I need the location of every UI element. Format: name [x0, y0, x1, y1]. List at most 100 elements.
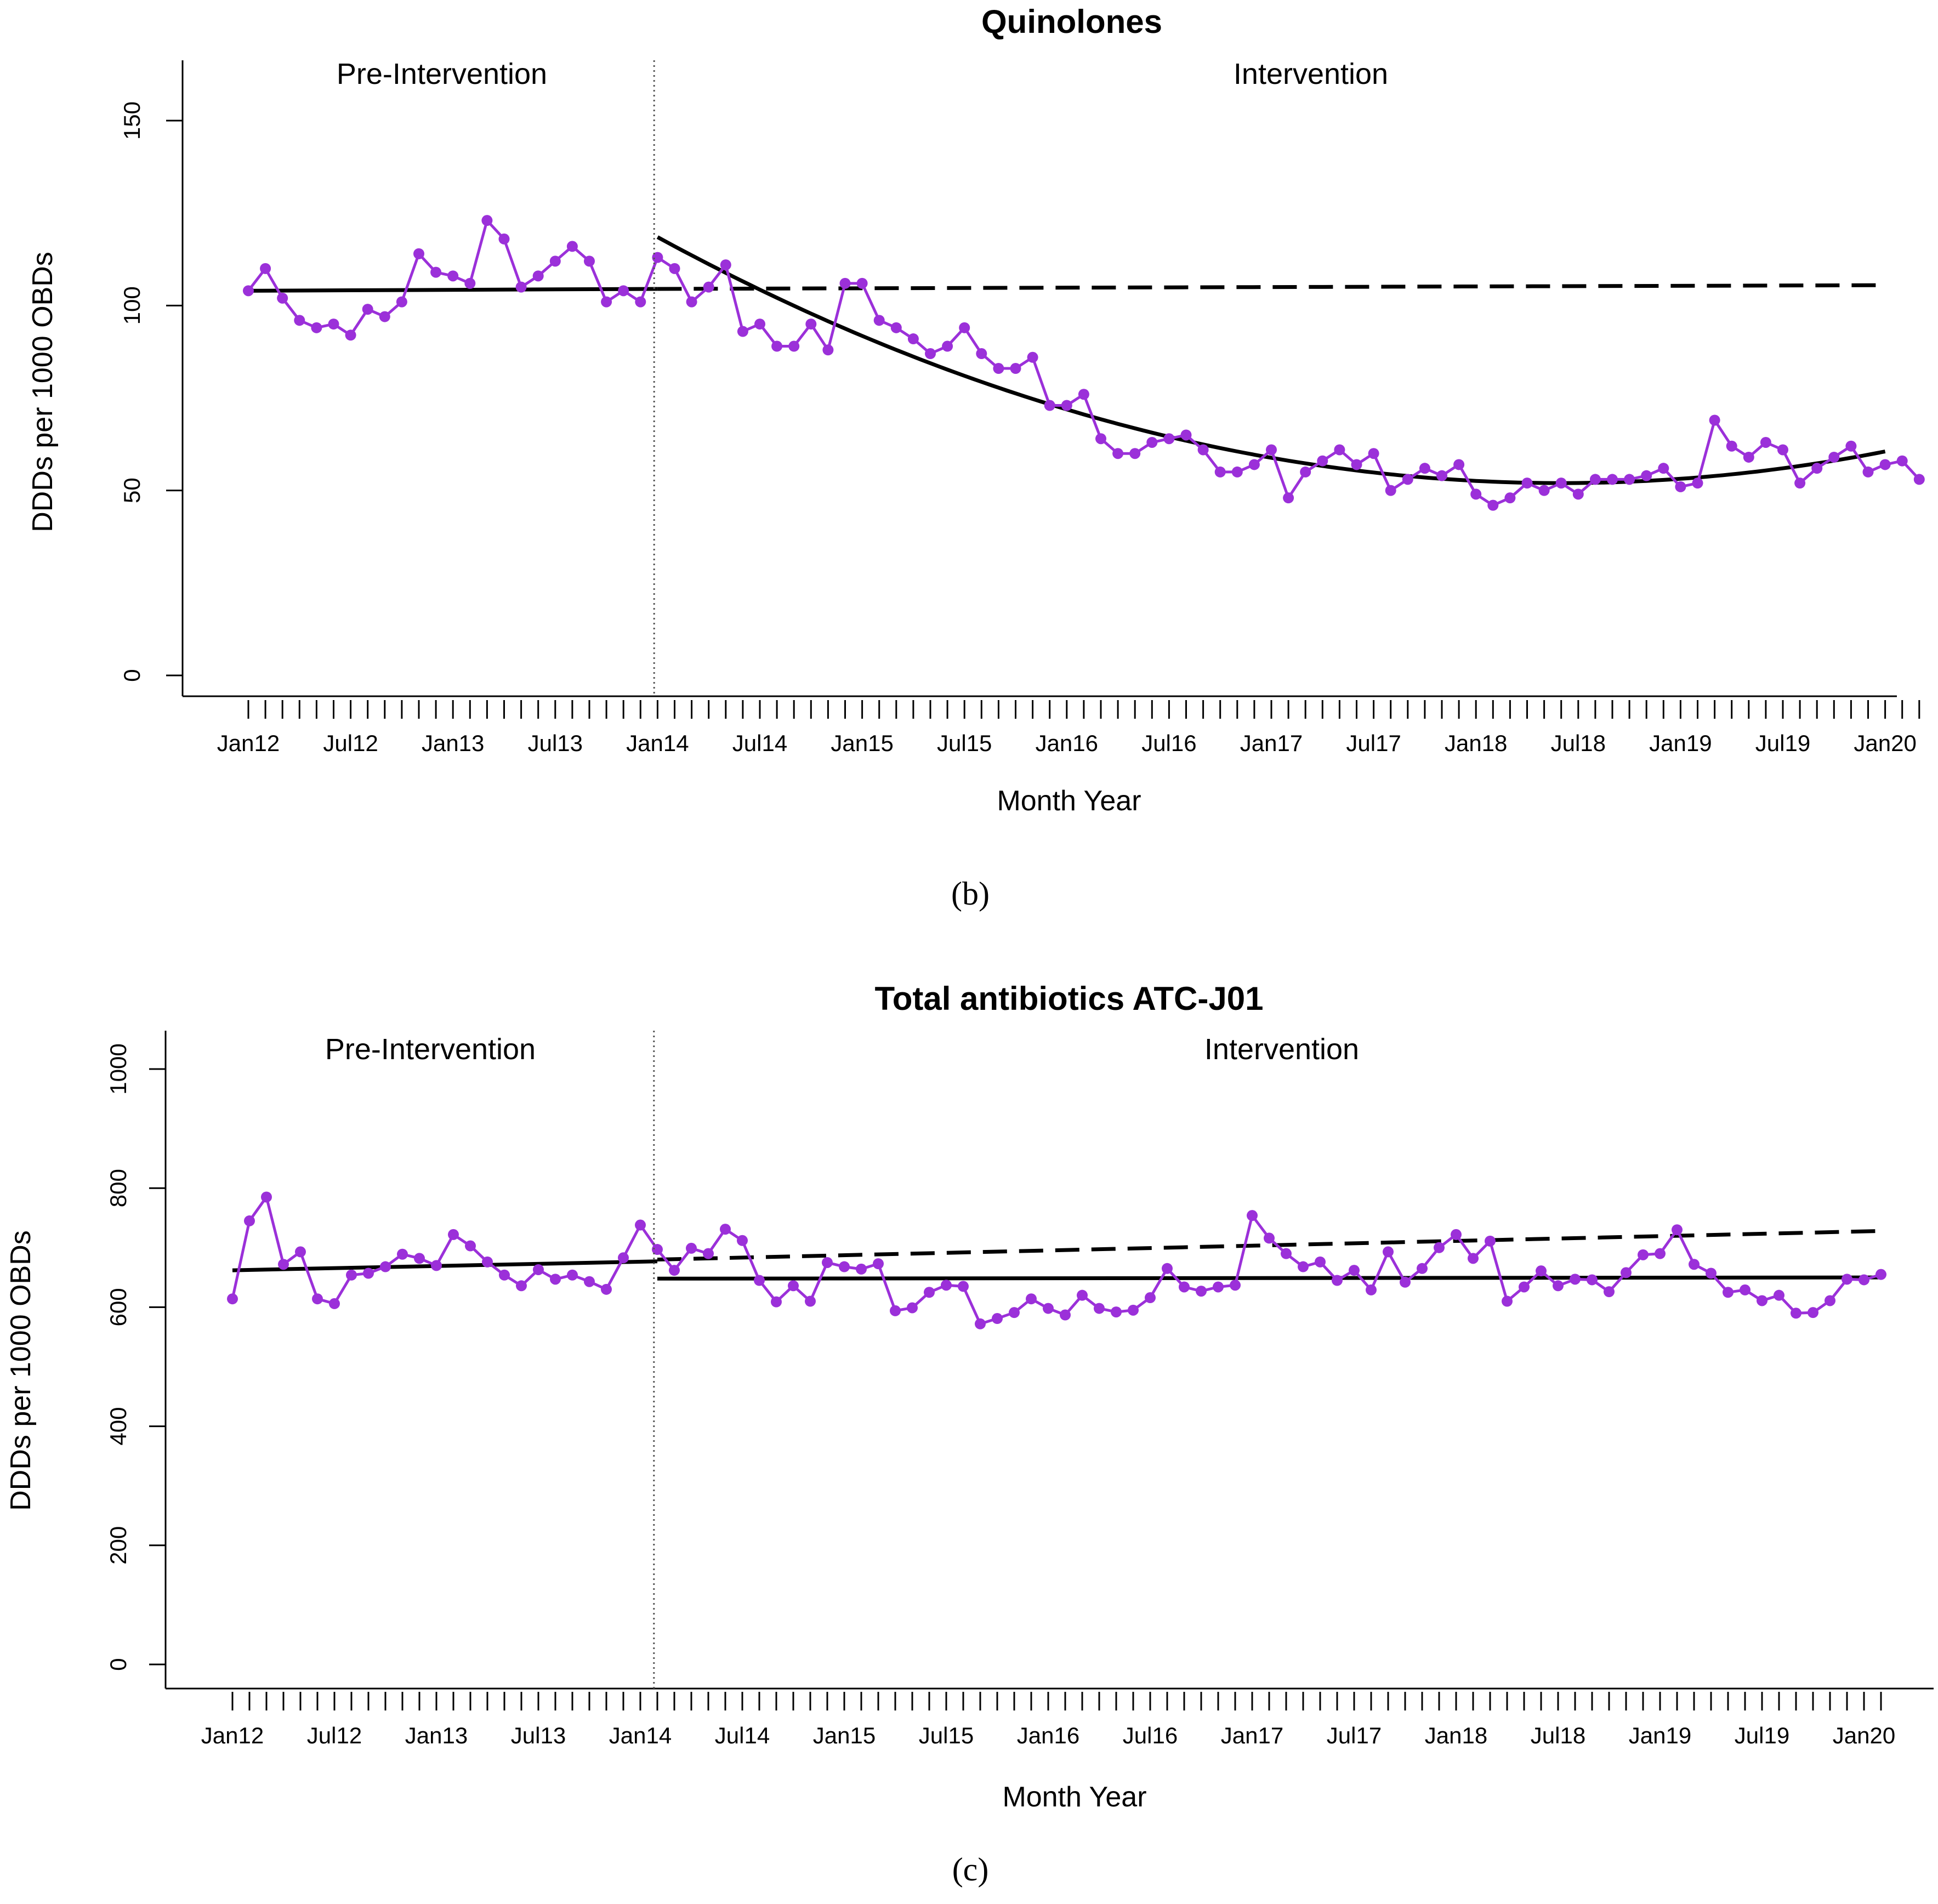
data-point — [277, 292, 288, 304]
data-point — [669, 1265, 680, 1276]
data-point — [1828, 451, 1840, 463]
data-point — [1145, 1292, 1156, 1304]
data-point — [1026, 1293, 1037, 1305]
y-tick-label: 0 — [119, 669, 145, 681]
x-tick-label: Jan18 — [1425, 1723, 1487, 1748]
data-point — [464, 277, 476, 289]
data-point — [312, 1293, 323, 1305]
data-point — [1146, 436, 1158, 448]
data-point — [1180, 429, 1192, 441]
data-point — [1760, 436, 1771, 448]
data-point — [345, 329, 356, 341]
data-point — [992, 1313, 1003, 1325]
data-point — [737, 1235, 748, 1246]
data-point — [1214, 466, 1226, 478]
data-point — [1757, 1295, 1767, 1306]
data-point — [635, 1219, 646, 1231]
x-tick-label: Jul19 — [1735, 1723, 1789, 1748]
data-point — [1538, 485, 1550, 496]
x-tick-label: Jul15 — [937, 730, 992, 756]
x-tick-label: Jul12 — [307, 1723, 362, 1748]
panel-caption: (b) — [951, 876, 990, 912]
data-point — [1453, 459, 1465, 470]
x-tick-label: Jul14 — [715, 1723, 770, 1748]
x-tick-label: Jan13 — [422, 730, 484, 756]
data-series — [243, 215, 1925, 511]
data-point — [601, 296, 612, 308]
data-point — [1726, 440, 1737, 452]
data-point — [1434, 1242, 1445, 1253]
x-tick-label: Jan14 — [609, 1723, 672, 1748]
data-point — [414, 1253, 425, 1264]
y-axis-title: DDDs per 1000 OBDs — [5, 1230, 37, 1511]
x-tick-label: Jul17 — [1327, 1723, 1382, 1748]
data-point — [243, 285, 254, 297]
data-point — [1010, 363, 1021, 374]
x-tick-label: Jan17 — [1240, 730, 1303, 756]
y-axis-title: DDDs per 1000 OBDs — [27, 252, 59, 532]
data-point — [1859, 1274, 1869, 1286]
y-tick-label: 1000 — [105, 1043, 131, 1094]
y-tick-label: 200 — [105, 1526, 131, 1565]
data-point — [380, 1261, 391, 1272]
x-tick-label: Jan19 — [1649, 730, 1712, 756]
data-point — [1043, 1303, 1054, 1314]
data-point — [1536, 1265, 1547, 1277]
pre-intervention-trend-line — [232, 1259, 658, 1272]
data-point — [1315, 1256, 1326, 1268]
data-point — [481, 215, 493, 226]
data-point — [1468, 1253, 1479, 1264]
data-point — [1417, 1263, 1428, 1274]
data-point — [959, 322, 970, 333]
x-tick-label: Jul12 — [323, 730, 378, 756]
data-point — [1266, 444, 1277, 456]
x-tick-label: Jul17 — [1346, 730, 1401, 756]
data-point — [447, 270, 459, 282]
data-point — [1675, 481, 1686, 492]
data-point — [1774, 1289, 1784, 1301]
data-point — [856, 1263, 867, 1275]
x-tick-label: Jul13 — [528, 730, 583, 756]
x-tick-label: Jan16 — [1017, 1723, 1079, 1748]
data-point — [1112, 448, 1124, 459]
data-point — [1811, 463, 1823, 474]
data-point — [1402, 474, 1413, 485]
panel-caption: (c) — [952, 1851, 989, 1888]
data-point — [448, 1229, 459, 1240]
data-point — [1487, 499, 1499, 511]
data-point — [1502, 1295, 1513, 1307]
y-tick-label: 50 — [119, 478, 145, 503]
data-point — [515, 281, 527, 293]
data-point — [1163, 433, 1175, 445]
data-point — [1366, 1284, 1377, 1295]
data-point — [1162, 1263, 1173, 1274]
data-point — [1351, 459, 1362, 470]
data-point — [1128, 1304, 1139, 1316]
y-tick-label: 400 — [105, 1407, 131, 1446]
data-point — [618, 285, 629, 297]
y-tick-label: 100 — [119, 286, 145, 325]
data-point — [278, 1259, 289, 1270]
data-point — [1876, 1269, 1886, 1280]
period-label-pre: Pre-Intervention — [337, 58, 547, 90]
data-point — [1027, 351, 1038, 363]
data-point — [532, 270, 544, 282]
data-point — [1197, 444, 1209, 456]
data-point — [1913, 474, 1925, 485]
period-label-intervention: Intervention — [1234, 58, 1388, 90]
data-point — [1196, 1286, 1207, 1297]
data-point — [1791, 1308, 1801, 1319]
period-label-intervention: Intervention — [1204, 1033, 1359, 1066]
y-tick-label: 150 — [119, 101, 145, 140]
data-point — [1845, 440, 1857, 452]
x-tick-label: Jul16 — [1141, 730, 1196, 756]
data-point — [1519, 1281, 1530, 1293]
data-point — [329, 1298, 340, 1309]
trend-lines — [232, 1229, 1882, 1281]
x-tick-label: Jan13 — [405, 1723, 468, 1748]
data-point — [822, 344, 834, 356]
data-point — [686, 1242, 697, 1254]
data-point — [1078, 389, 1089, 400]
data-point — [311, 322, 322, 333]
data-point — [260, 263, 271, 274]
